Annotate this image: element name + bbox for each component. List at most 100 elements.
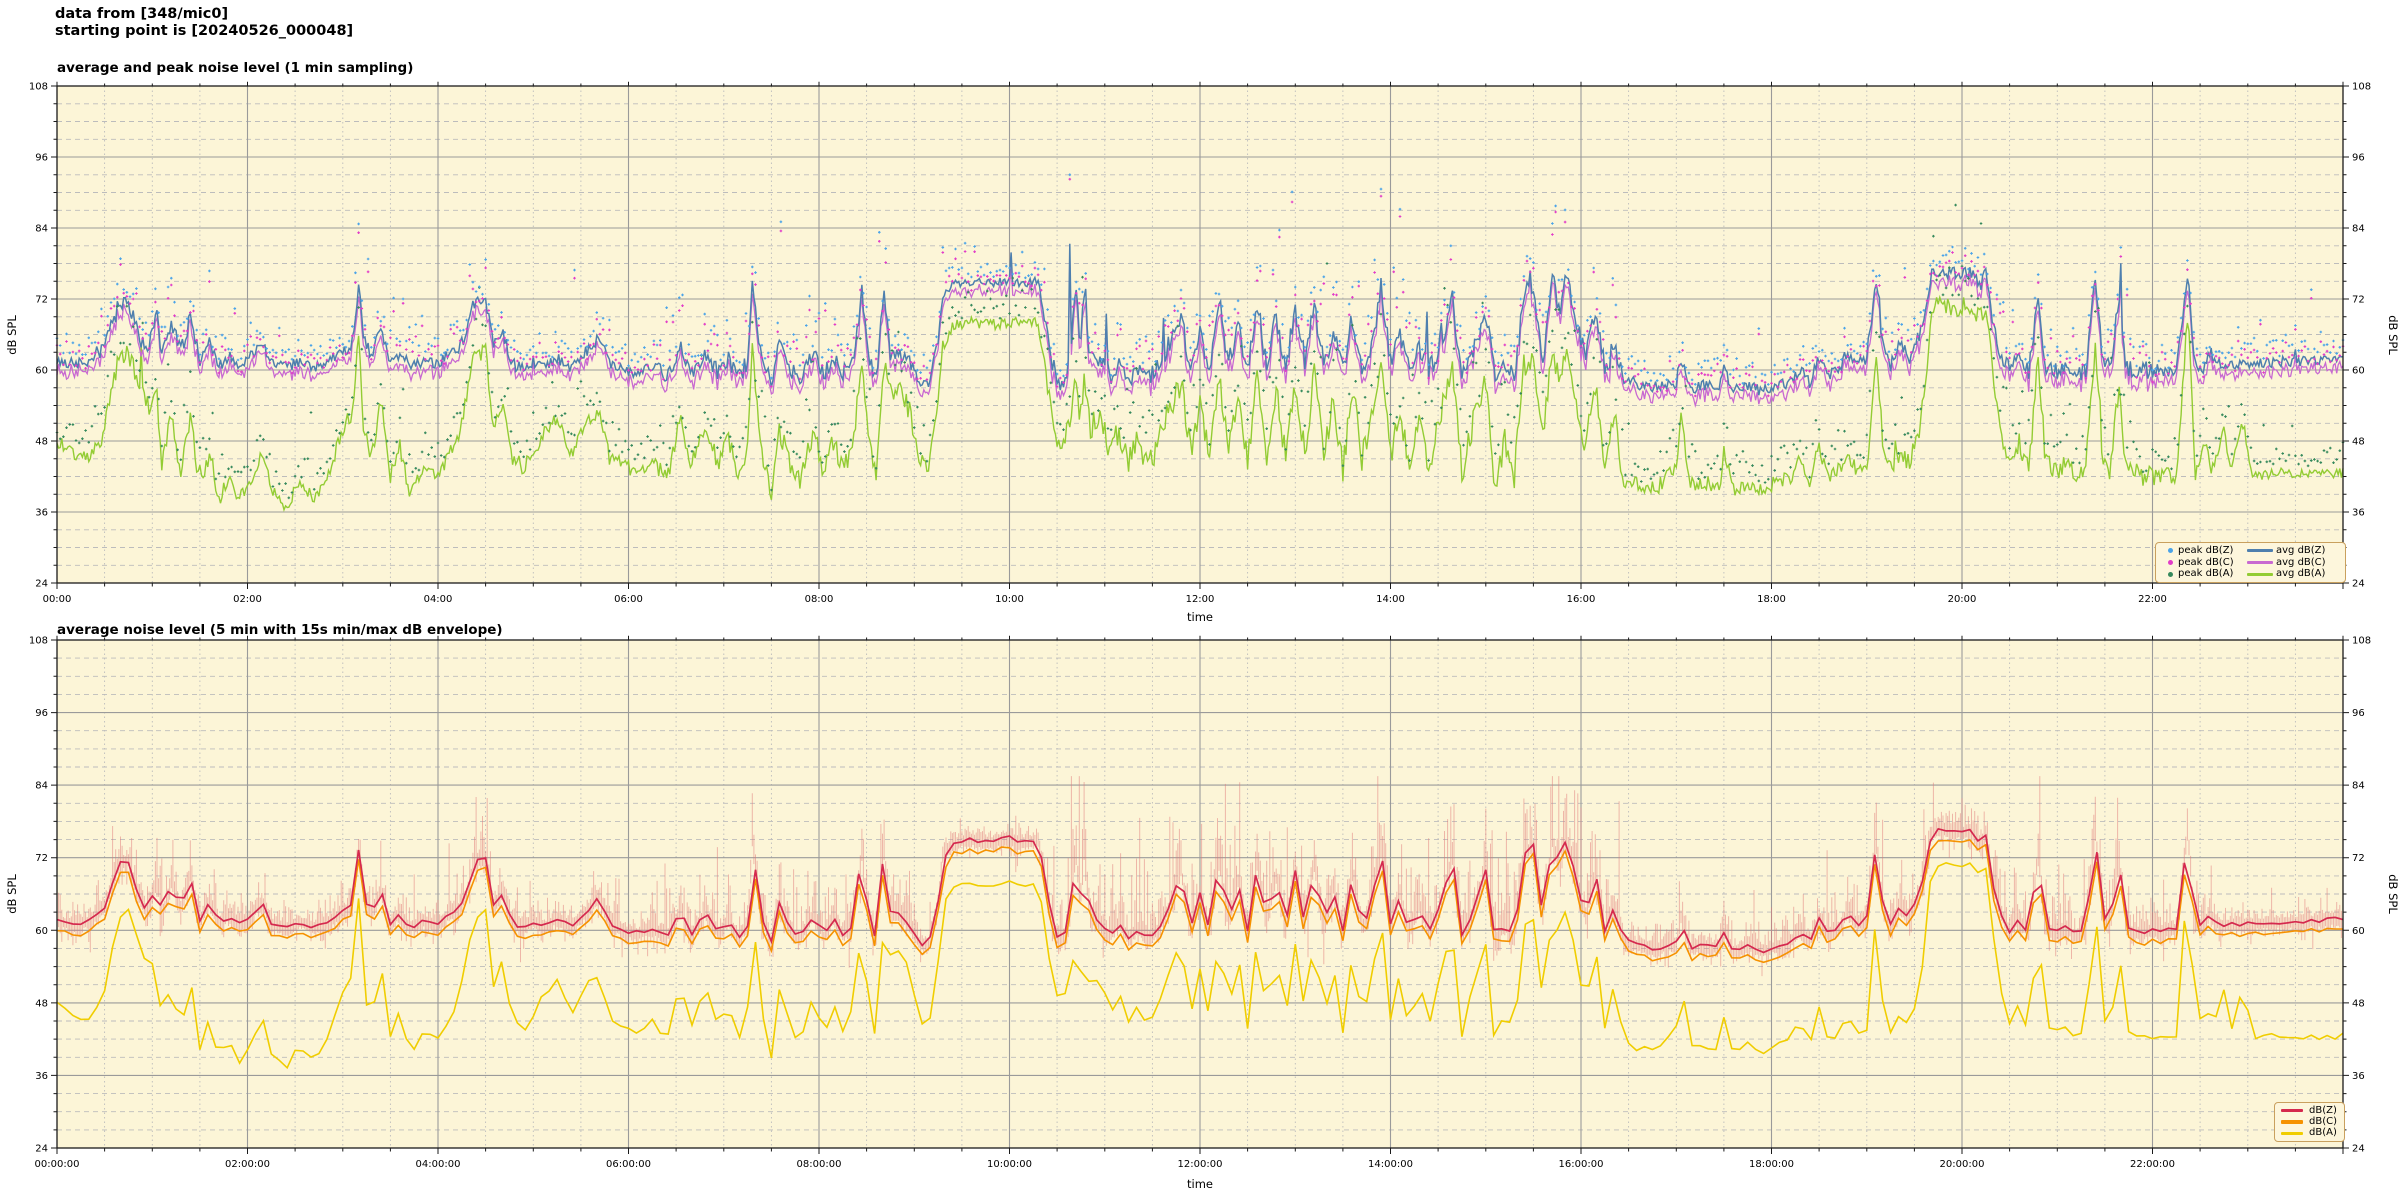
x-tick-label: 22:00:00 bbox=[2130, 1159, 2175, 1170]
y-tick-label-right: 72 bbox=[2352, 295, 2365, 306]
y-tick-label-right: 84 bbox=[2352, 781, 2365, 792]
y-tick-label-right: 48 bbox=[2352, 998, 2365, 1009]
avg-dbZ-line bbox=[56, 243, 2344, 396]
x-tick-label: 02:00:00 bbox=[225, 1159, 270, 1170]
y-tick-label-left: 36 bbox=[35, 508, 48, 519]
y-tick-label-left: 84 bbox=[35, 781, 48, 792]
y-tick-label-right: 96 bbox=[2352, 153, 2365, 164]
legend-marker-line bbox=[2281, 1120, 2303, 1124]
y-tick-label-right: 108 bbox=[2352, 82, 2371, 93]
legend-label: avg dB(C) bbox=[2276, 556, 2326, 568]
legend-marker-line bbox=[2281, 1131, 2303, 1136]
y-tick-label-left: 48 bbox=[35, 998, 48, 1009]
legend-row: dB(A) bbox=[2281, 1128, 2338, 1139]
legend-label: avg dB(A) bbox=[2276, 568, 2326, 580]
x-tick-label: 00:00:00 bbox=[35, 1159, 80, 1170]
y-axis-label-right: dB SPL bbox=[2386, 315, 2400, 355]
y-tick-label-left: 96 bbox=[35, 708, 48, 719]
y-tick-label-right: 24 bbox=[2352, 1144, 2365, 1155]
x-tick-label: 18:00:00 bbox=[1749, 1159, 1794, 1170]
x-tick-label: 12:00 bbox=[1186, 594, 1215, 605]
y-tick-label-right: 108 bbox=[2352, 636, 2371, 647]
x-tick-label: 06:00 bbox=[614, 594, 643, 605]
y-tick-label-right: 24 bbox=[2352, 579, 2365, 590]
x-tick-label: 08:00 bbox=[805, 594, 834, 605]
legend-label: dB(C) bbox=[2309, 1115, 2337, 1127]
legend-label: dB(A) bbox=[2309, 1127, 2337, 1139]
y-tick-label-left: 96 bbox=[35, 153, 48, 164]
y-tick-label-right: 72 bbox=[2352, 853, 2365, 864]
x-tick-label: 20:00:00 bbox=[1940, 1159, 1985, 1170]
y-tick-label-right: 36 bbox=[2352, 1071, 2365, 1082]
y-tick-label-right: 36 bbox=[2352, 508, 2365, 519]
avg-dbA-line bbox=[56, 294, 2344, 513]
legend-row: dB(C) bbox=[2281, 1116, 2338, 1127]
x-tick-label: 00:00 bbox=[43, 594, 72, 605]
legend-marker-line bbox=[2281, 1108, 2303, 1113]
bottom-chart-title: average noise level (5 min with 15s min/… bbox=[57, 622, 503, 638]
legend-row: peak dB(C) avg dB(C) bbox=[2162, 557, 2339, 569]
legend-row: peak dB(A) avg dB(A) bbox=[2162, 568, 2339, 580]
bottom-chart-legend: dB(Z) dB(C) dB(A) bbox=[2274, 1102, 2345, 1142]
legend-marker-dot bbox=[2162, 548, 2178, 554]
x-axis-label: time bbox=[1187, 1177, 1213, 1191]
legend-label: peak dB(C) bbox=[2178, 556, 2234, 568]
y-tick-label-left: 72 bbox=[35, 853, 48, 864]
legend-marker-dot bbox=[2162, 560, 2178, 565]
y-tick-label-left: 48 bbox=[35, 437, 48, 448]
plot-border bbox=[56, 639, 2344, 1149]
y-tick-label-left: 84 bbox=[35, 224, 48, 235]
x-axis-label: time bbox=[1187, 610, 1213, 624]
tick-marks bbox=[51, 635, 2349, 1154]
y-tick-label-left: 24 bbox=[35, 579, 48, 590]
x-tick-label: 04:00:00 bbox=[416, 1159, 461, 1170]
x-tick-label: 02:00 bbox=[233, 594, 262, 605]
avg-dbC-line bbox=[56, 255, 2344, 408]
y-tick-label-left: 60 bbox=[35, 926, 48, 937]
x-tick-label: 04:00 bbox=[424, 594, 453, 605]
y-tick-label-left: 60 bbox=[35, 366, 48, 377]
y-tick-label-right: 60 bbox=[2352, 366, 2365, 377]
y-tick-label-left: 36 bbox=[35, 1071, 48, 1082]
legend-label: avg dB(Z) bbox=[2276, 544, 2326, 556]
top-chart-title: average and peak noise level (1 min samp… bbox=[57, 60, 414, 76]
y-tick-label-right: 60 bbox=[2352, 926, 2365, 937]
x-tick-label: 20:00 bbox=[1948, 594, 1977, 605]
legend-row: dB(Z) bbox=[2281, 1105, 2338, 1116]
y-axis-label-right: dB SPL bbox=[2386, 874, 2400, 914]
legend-marker-line bbox=[2244, 561, 2276, 564]
x-tick-label: 08:00:00 bbox=[797, 1159, 842, 1170]
y-axis-label-left: dB SPL bbox=[5, 874, 19, 914]
legend-label: peak dB(Z) bbox=[2178, 544, 2234, 556]
legend-marker-line bbox=[2244, 549, 2276, 553]
bottom-dbC-line bbox=[56, 838, 2343, 964]
legend-marker-line bbox=[2244, 572, 2276, 576]
y-tick-label-right: 48 bbox=[2352, 437, 2365, 448]
y-tick-label-right: 84 bbox=[2352, 224, 2365, 235]
y-tick-label-left: 24 bbox=[35, 1144, 48, 1155]
x-tick-label: 10:00:00 bbox=[987, 1159, 1032, 1170]
y-tick-label-right: 96 bbox=[2352, 708, 2365, 719]
legend-label: dB(Z) bbox=[2309, 1104, 2337, 1116]
top-chart-legend: peak dB(Z) avg dB(Z) peak dB(C) avg dB(C) pe… bbox=[2155, 542, 2346, 583]
x-tick-label: 06:00:00 bbox=[606, 1159, 651, 1170]
bottom-dbA-line bbox=[56, 861, 2344, 1070]
plot-border bbox=[56, 85, 2344, 584]
x-tick-label: 16:00 bbox=[1567, 594, 1596, 605]
y-tick-label-left: 108 bbox=[29, 82, 48, 93]
legend-label: peak dB(A) bbox=[2178, 568, 2234, 580]
x-tick-label: 12:00:00 bbox=[1178, 1159, 1223, 1170]
legend-marker-dot bbox=[2162, 571, 2178, 577]
header-starting-point: starting point is [20240526_000048] bbox=[55, 23, 354, 39]
x-tick-label: 22:00 bbox=[2138, 594, 2167, 605]
x-tick-label: 14:00 bbox=[1376, 594, 1405, 605]
x-tick-label: 10:00 bbox=[995, 594, 1024, 605]
y-axis-label-left: dB SPL bbox=[5, 315, 19, 355]
tick-marks bbox=[51, 81, 2349, 589]
x-tick-label: 16:00:00 bbox=[1559, 1159, 1604, 1170]
legend-row: peak dB(Z) avg dB(Z) bbox=[2162, 545, 2339, 557]
y-tick-label-left: 72 bbox=[35, 295, 48, 306]
bottom-dbZ-line bbox=[56, 827, 2344, 954]
